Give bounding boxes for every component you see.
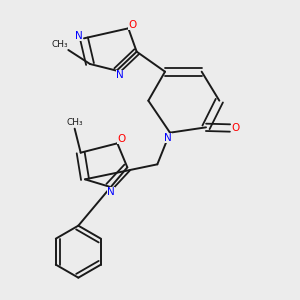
Text: N: N (164, 133, 172, 143)
Text: N: N (107, 187, 115, 197)
Text: N: N (75, 31, 83, 41)
Text: CH₃: CH₃ (52, 40, 68, 50)
Text: CH₃: CH₃ (66, 118, 83, 127)
Text: O: O (232, 123, 240, 133)
Text: N: N (116, 70, 124, 80)
Text: O: O (128, 20, 136, 30)
Text: O: O (117, 134, 125, 144)
